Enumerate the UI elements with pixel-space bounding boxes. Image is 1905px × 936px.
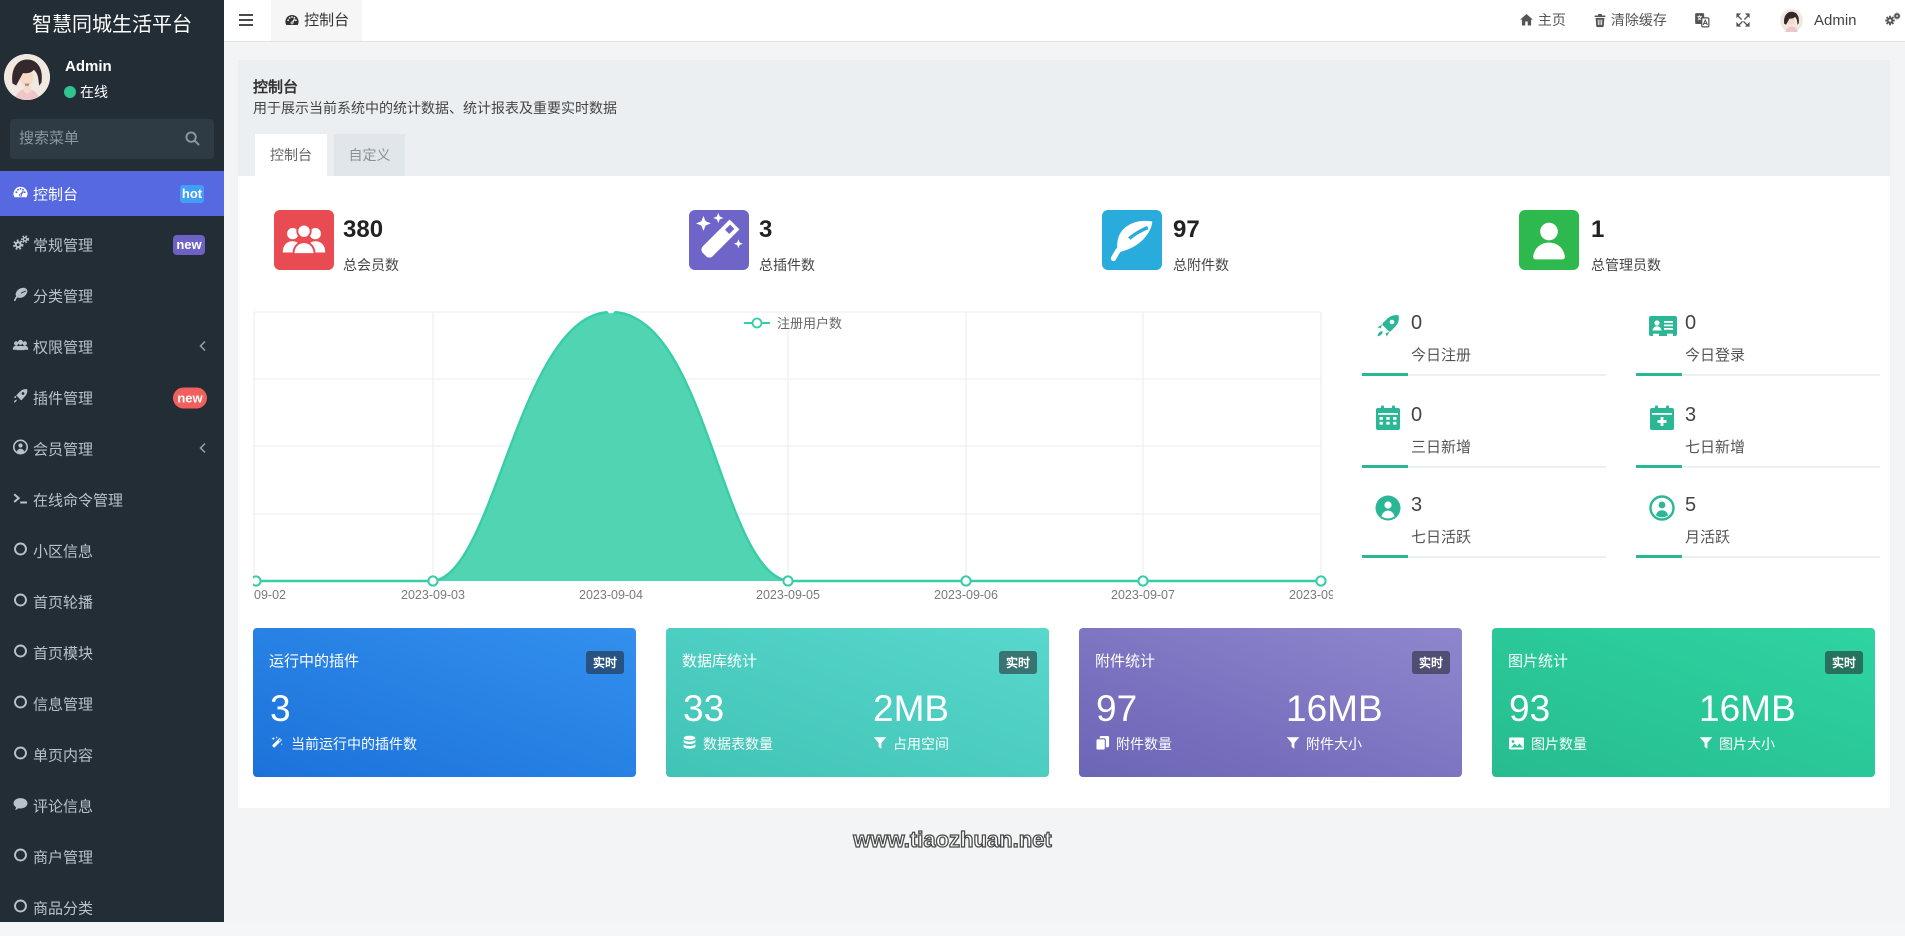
svg-text:注册用户数: 注册用户数 (777, 316, 842, 331)
svg-text:2023-09-07: 2023-09-07 (1111, 588, 1175, 602)
svg-text:09-02: 09-02 (254, 588, 286, 602)
svg-text:2023-09-06: 2023-09-06 (934, 588, 998, 602)
svg-text:2023-09-05: 2023-09-05 (756, 588, 820, 602)
svg-text:2023-09-04: 2023-09-04 (579, 588, 643, 602)
svg-text:2023-09-03: 2023-09-03 (401, 588, 465, 602)
svg-text:2023-09-08: 2023-09-08 (1289, 588, 1333, 602)
